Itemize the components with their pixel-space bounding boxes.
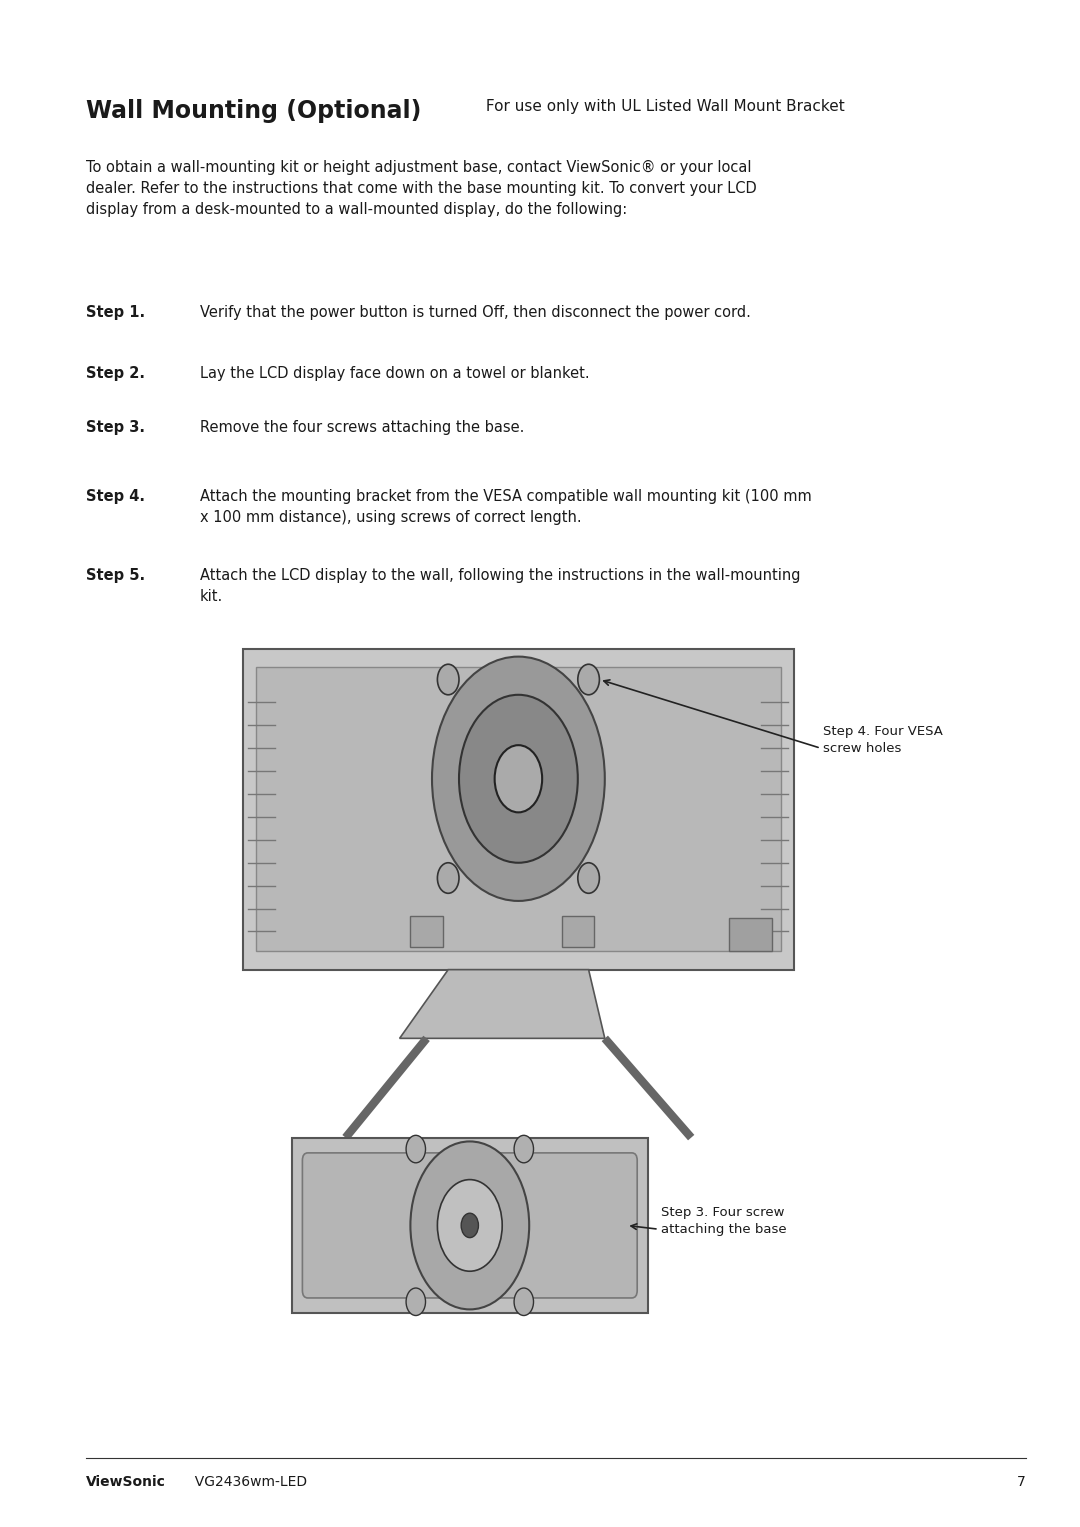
- FancyBboxPatch shape: [302, 1153, 637, 1298]
- Text: For use only with UL Listed Wall Mount Bracket: For use only with UL Listed Wall Mount B…: [481, 99, 845, 115]
- Text: ViewSonic: ViewSonic: [86, 1475, 166, 1489]
- Circle shape: [410, 1141, 529, 1309]
- Text: Attach the mounting bracket from the VESA compatible wall mounting kit (100 mm
x: Attach the mounting bracket from the VES…: [200, 489, 811, 525]
- Circle shape: [406, 1136, 426, 1164]
- Text: Step 5.: Step 5.: [86, 568, 146, 583]
- Text: Step 4.: Step 4.: [86, 489, 146, 504]
- FancyBboxPatch shape: [256, 667, 781, 951]
- Circle shape: [432, 657, 605, 901]
- Text: Step 2.: Step 2.: [86, 366, 146, 382]
- Text: Remove the four screws attaching the base.: Remove the four screws attaching the bas…: [200, 420, 524, 435]
- Circle shape: [578, 863, 599, 893]
- FancyBboxPatch shape: [562, 916, 594, 947]
- Circle shape: [514, 1287, 534, 1315]
- Text: Verify that the power button is turned Off, then disconnect the power cord.: Verify that the power button is turned O…: [200, 305, 751, 321]
- Circle shape: [437, 1179, 502, 1270]
- Text: ViewSonic: ViewSonic: [486, 676, 551, 690]
- Circle shape: [437, 863, 459, 893]
- FancyBboxPatch shape: [729, 918, 772, 951]
- Text: Lay the LCD display face down on a towel or blanket.: Lay the LCD display face down on a towel…: [200, 366, 590, 382]
- Circle shape: [406, 1287, 426, 1315]
- Text: Step 3. Four screw
attaching the base: Step 3. Four screw attaching the base: [661, 1206, 786, 1237]
- Text: Attach the LCD display to the wall, following the instructions in the wall-mount: Attach the LCD display to the wall, foll…: [200, 568, 800, 605]
- Text: Step 1.: Step 1.: [86, 305, 146, 321]
- FancyBboxPatch shape: [292, 1138, 648, 1313]
- Text: Step 3.: Step 3.: [86, 420, 146, 435]
- Text: Wall Mounting (Optional): Wall Mounting (Optional): [86, 99, 422, 124]
- Text: VG2436wm-LED: VG2436wm-LED: [186, 1475, 307, 1489]
- Circle shape: [459, 695, 578, 863]
- Text: Step 4. Four VESA
screw holes: Step 4. Four VESA screw holes: [823, 725, 943, 756]
- Circle shape: [437, 664, 459, 695]
- Circle shape: [514, 1136, 534, 1164]
- Circle shape: [495, 745, 542, 812]
- Polygon shape: [400, 970, 605, 1038]
- Text: 7: 7: [1017, 1475, 1026, 1489]
- Text: To obtain a wall-mounting kit or height adjustment base, contact ViewSonic® or y: To obtain a wall-mounting kit or height …: [86, 160, 757, 217]
- FancyBboxPatch shape: [410, 916, 443, 947]
- FancyBboxPatch shape: [243, 649, 794, 970]
- Circle shape: [461, 1212, 478, 1237]
- Circle shape: [578, 664, 599, 695]
